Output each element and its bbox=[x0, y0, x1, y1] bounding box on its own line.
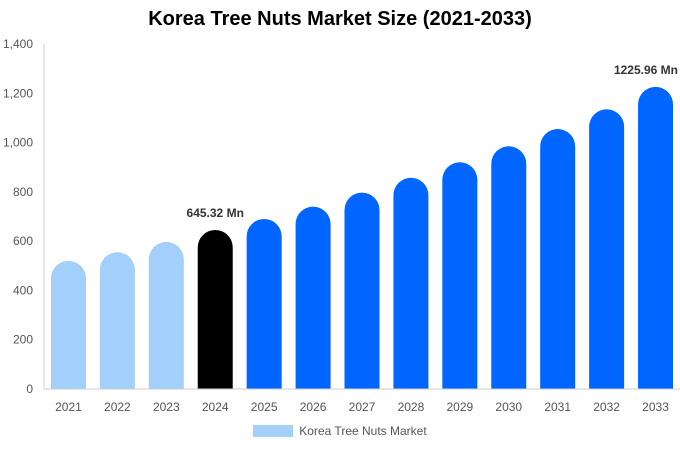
x-tick-label: 2026 bbox=[300, 400, 327, 414]
x-tick-label: 2023 bbox=[153, 400, 180, 414]
legend-swatch bbox=[253, 425, 294, 437]
bar-2024 bbox=[197, 229, 233, 389]
x-tick-label: 2033 bbox=[642, 400, 669, 414]
bar-2029 bbox=[442, 162, 478, 389]
y-tick-label: 200 bbox=[13, 333, 33, 347]
bar-2031 bbox=[540, 129, 576, 389]
bar-2027 bbox=[344, 192, 380, 389]
x-tick-label: 2030 bbox=[495, 400, 522, 414]
y-tick-label: 0 bbox=[26, 382, 33, 396]
annotations: 645.32 Mn 1225.96 Mn bbox=[187, 63, 678, 220]
bar-2033 bbox=[638, 86, 674, 389]
y-tick-label: 400 bbox=[13, 283, 33, 297]
y-tick-label: 1,000 bbox=[3, 136, 33, 150]
x-tick-label: 2024 bbox=[202, 400, 229, 414]
y-tick-label: 1,400 bbox=[3, 37, 33, 51]
legend-label: Korea Tree Nuts Market bbox=[299, 424, 427, 438]
x-tick-label: 2031 bbox=[544, 400, 571, 414]
x-tick-label: 2027 bbox=[349, 400, 376, 414]
data-label-2024: 645.32 Mn bbox=[187, 206, 244, 220]
bar-2025 bbox=[246, 218, 282, 389]
x-tick-label: 2021 bbox=[55, 400, 82, 414]
bar-2030 bbox=[491, 146, 527, 389]
x-tick-label: 2029 bbox=[446, 400, 473, 414]
bar-2021 bbox=[50, 260, 86, 389]
bar-2022 bbox=[99, 252, 135, 389]
chart-title: Korea Tree Nuts Market Size (2021-2033) bbox=[148, 8, 532, 30]
x-axis: 2021 2022 2023 2024 2025 2026 2027 2028 2029 2030… bbox=[44, 388, 680, 414]
x-tick-label: 2022 bbox=[104, 400, 131, 414]
y-tick-label: 1,200 bbox=[3, 86, 33, 100]
data-label-2033: 1225.96 Mn bbox=[614, 63, 678, 77]
bar-2028 bbox=[393, 177, 429, 389]
bar-2032 bbox=[589, 109, 625, 389]
bars bbox=[50, 86, 674, 389]
x-tick-label: 2025 bbox=[251, 400, 278, 414]
x-tick-label: 2032 bbox=[593, 400, 620, 414]
y-tick-label: 600 bbox=[13, 234, 33, 248]
bar-2026 bbox=[295, 206, 331, 389]
x-tick-label: 2028 bbox=[398, 400, 425, 414]
y-axis: 0 200 400 600 800 1,000 1,200 1,400 bbox=[3, 37, 45, 396]
legend: Korea Tree Nuts Market bbox=[0, 424, 680, 438]
bar-2023 bbox=[148, 241, 184, 389]
y-tick-label: 800 bbox=[13, 185, 33, 199]
